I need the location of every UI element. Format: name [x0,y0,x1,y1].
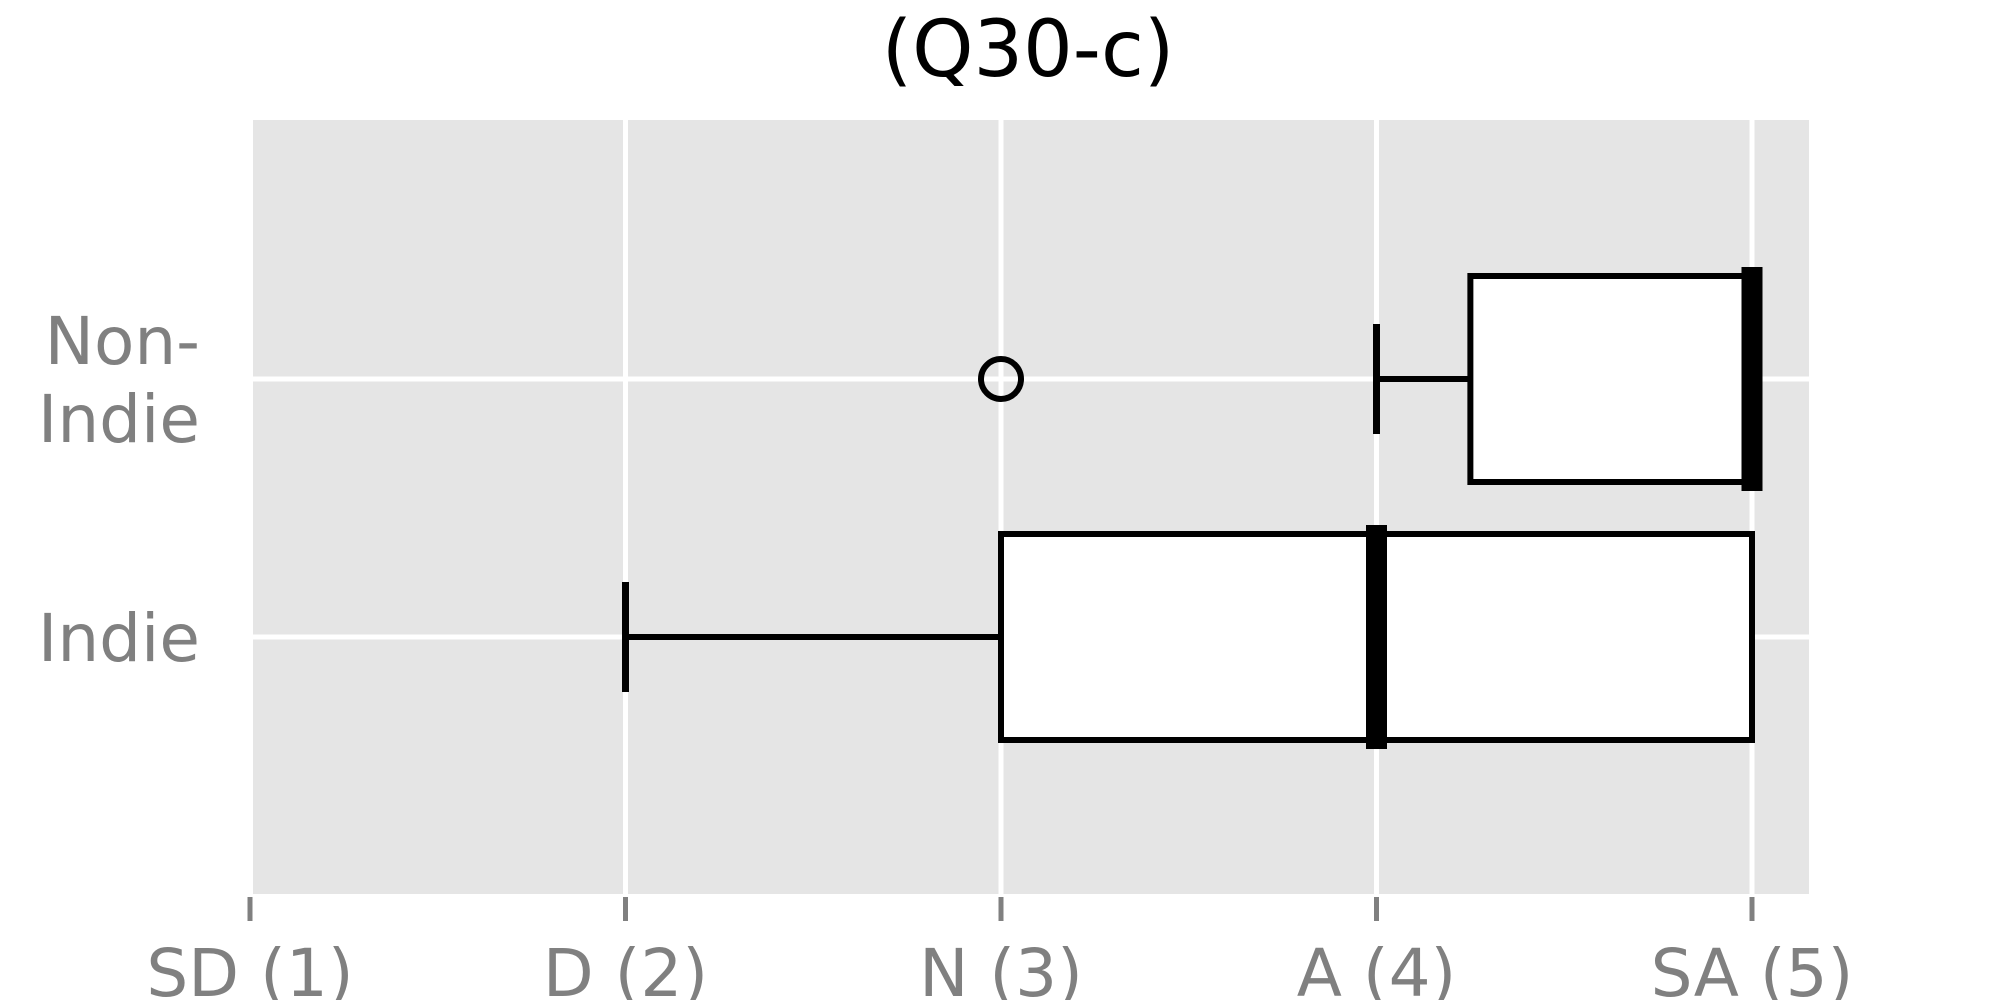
y-tick-label-line: Indie [38,381,200,458]
y-tick-label-line: Indie [38,600,200,677]
x-axis: SD (1) D (2) N (3) A (4) SA (5) [146,897,1853,1000]
x-tick-label-4: A (4) [1297,935,1457,1000]
x-tick-label-1: SD (1) [146,935,353,1000]
chart-title: (Q30-c) [882,5,1175,95]
y-tick-label-2: Indie [38,600,200,677]
outlier-1-1 [978,356,1024,402]
y-tick-label-1: Non-Indie [38,303,200,458]
boxes [622,267,1763,749]
plot-background [253,120,1809,894]
x-tick-label-2: D (2) [543,935,708,1000]
x-tick-label-5: SA (5) [1651,935,1854,1000]
y-tick-label-line: Non- [45,303,200,380]
x-tick-label-3: N (3) [919,935,1083,1000]
box-1 [1467,273,1755,485]
